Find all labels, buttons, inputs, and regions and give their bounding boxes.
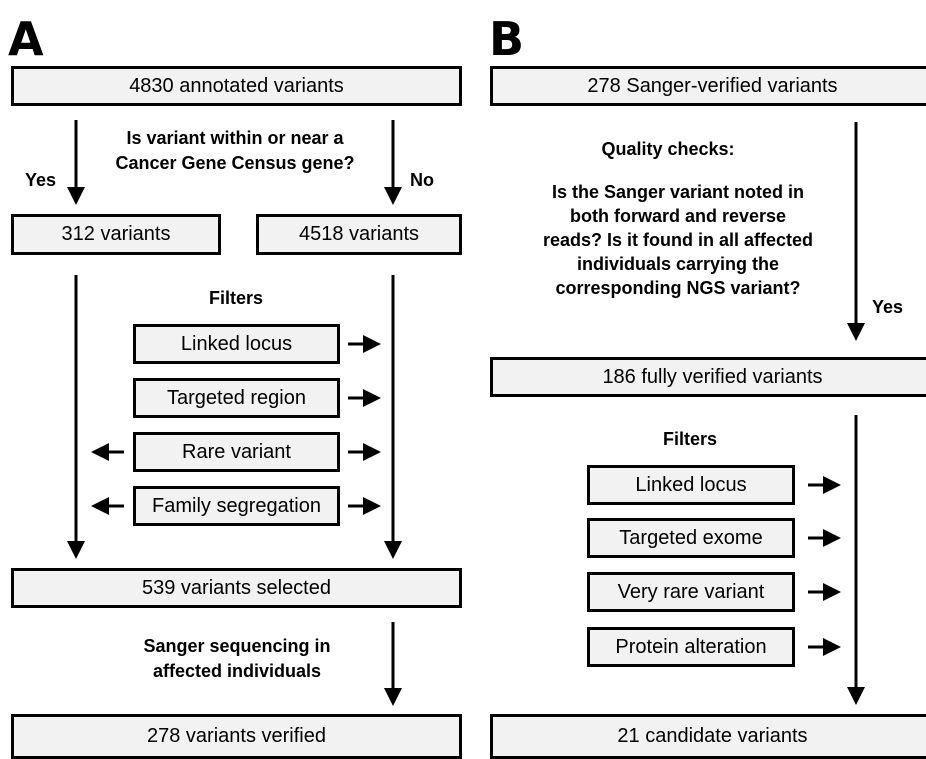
annotated-variants-box: 4830 annotated variants <box>11 66 462 106</box>
4518-variants-box: 4518 variants <box>256 214 462 255</box>
panel-a-letter: A <box>8 12 44 66</box>
panel-b-letter: B <box>489 12 525 66</box>
cancer-gene-question: Is variant within or near a Cancer Gene … <box>100 126 370 176</box>
quality-line-3: reads? Is it found in all affected <box>542 230 814 250</box>
filter-targeted-exome-b: Targeted exome <box>587 518 795 558</box>
cancer-gene-question-line2: Cancer Gene Census gene? <box>115 153 355 173</box>
312-variants-box: 312 variants <box>11 214 221 255</box>
sanger-sequencing-line2: affected individuals <box>152 661 322 681</box>
yes-label-b: Yes <box>872 297 904 317</box>
sanger-sequencing-label: Sanger sequencing in affected individual… <box>112 634 362 684</box>
filter-protein-alteration-b: Protein alteration <box>587 627 795 667</box>
yes-label-a: Yes <box>25 170 57 190</box>
filter-linked-locus-b: Linked locus <box>587 465 795 505</box>
candidate-variants-box: 21 candidate variants <box>490 714 926 759</box>
fully-verified-variants-box: 186 fully verified variants <box>490 357 926 397</box>
sanger-sequencing-line1: Sanger sequencing in <box>143 636 331 656</box>
no-label-a: No <box>410 170 434 190</box>
quality-line-4: individuals carrying the <box>576 254 780 274</box>
variants-selected-box: 539 variants selected <box>11 568 462 608</box>
variants-verified-box: 278 variants verified <box>11 714 462 759</box>
quality-checks-heading: Quality checks: <box>601 139 735 159</box>
sanger-verified-variants-box: 278 Sanger-verified variants <box>490 66 926 106</box>
quality-checks-text: Is the Sanger variant noted in both forw… <box>520 180 836 300</box>
quality-line-2: both forward and reverse <box>569 206 787 226</box>
filter-linked-locus-a: Linked locus <box>133 324 340 364</box>
filter-rare-variant-a: Rare variant <box>133 432 340 472</box>
filter-very-rare-variant-b: Very rare variant <box>587 572 795 612</box>
filters-heading-b: Filters <box>662 429 718 449</box>
cancer-gene-question-line1: Is variant within or near a <box>126 128 344 148</box>
quality-line-5: corresponding NGS variant? <box>555 278 801 298</box>
filter-family-segregation-a: Family segregation <box>133 486 340 526</box>
filters-heading-a: Filters <box>208 288 264 308</box>
quality-line-1: Is the Sanger variant noted in <box>551 182 805 202</box>
filter-targeted-region-a: Targeted region <box>133 378 340 418</box>
